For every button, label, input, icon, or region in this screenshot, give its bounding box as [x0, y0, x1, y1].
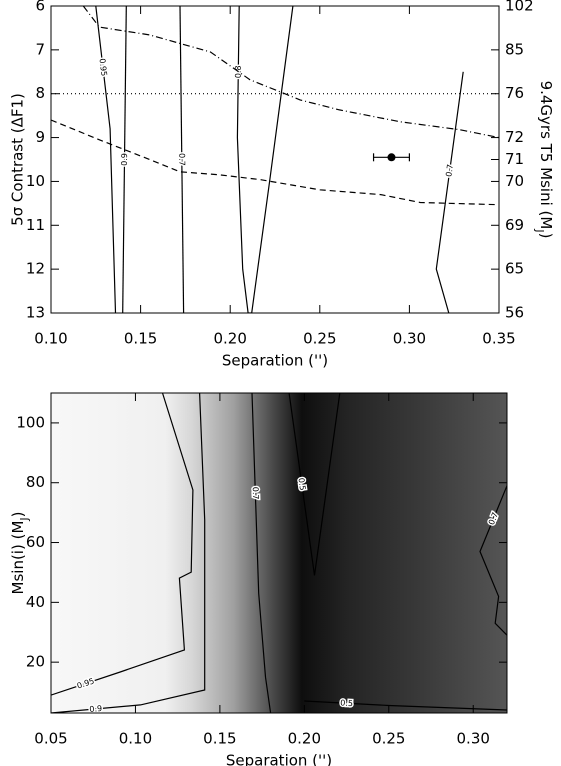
- y2-tick-label: 69: [505, 216, 524, 234]
- y2-tick-label: 65: [505, 260, 524, 278]
- contour-label: 0.7: [251, 487, 260, 500]
- data-point: [387, 153, 396, 162]
- x-tick-label: 0.10: [119, 730, 152, 748]
- axis-title-part: J: [18, 517, 31, 521]
- contour-label: 0.5: [340, 698, 353, 708]
- axis-title: Msin(i) (MJ): [9, 512, 31, 595]
- y-tick-label: 12: [26, 260, 45, 278]
- x-tick-label: 0.30: [393, 330, 426, 348]
- curve: [82, 6, 499, 139]
- contour-label: 0.5: [296, 477, 307, 491]
- y-tick-label: 11: [26, 216, 45, 234]
- contour-label: 0.7: [177, 153, 186, 166]
- contour-line: [51, 393, 194, 696]
- y-tick-label: 8: [35, 84, 45, 102]
- y2-tick-label: 70: [505, 172, 524, 190]
- y2-tick-label: 85: [505, 40, 524, 58]
- plot-frame: [50, 392, 508, 714]
- x-tick-label: 0.25: [303, 330, 336, 348]
- plot-frame: [50, 5, 500, 314]
- y-tick-label: 7: [35, 40, 45, 58]
- x-tick-label: 0.35: [482, 330, 515, 348]
- contour-line: [122, 6, 127, 313]
- contour-line: [435, 71, 464, 313]
- axis-title-part: 9.4Gyrs T5 Msini (M: [538, 81, 556, 230]
- x-tick-label: 0.10: [34, 330, 67, 348]
- x-tick-label: 0.05: [34, 730, 67, 748]
- x-tick-label: 0.15: [203, 730, 236, 748]
- y-tick-label: 60: [26, 533, 45, 551]
- plot-area: 0.950.9 0.70.80.7: [51, 6, 499, 313]
- y-tick-label: 9: [35, 128, 45, 146]
- contour-label: 0.95: [97, 58, 108, 77]
- y-tick-label: 13: [26, 304, 45, 322]
- contour-label: 0.9: [89, 704, 102, 714]
- x-tick-label: 0.30: [457, 730, 490, 748]
- y-tick-label: 100: [16, 413, 45, 431]
- contour-line: [51, 393, 206, 713]
- y-tick-label: 6: [35, 0, 45, 15]
- contour-line: [479, 485, 507, 636]
- y2-tick-label: 102: [505, 0, 534, 15]
- axis-title-part: Msin(i) (M: [9, 521, 27, 595]
- axis-title-part: ): [9, 512, 27, 518]
- axis-title: Separation (''): [226, 752, 332, 766]
- x-tick-label: 0.15: [124, 330, 157, 348]
- y-tick-label: 10: [26, 172, 45, 190]
- y-tick-label: 20: [26, 653, 45, 671]
- y2-tick-label: 76: [505, 84, 524, 102]
- y2-tick-label: 72: [505, 128, 524, 146]
- axis-title: 5σ Contrast (ΔF1): [9, 93, 27, 226]
- y-tick-label: 80: [26, 473, 45, 491]
- axis-title: 9.4Gyrs T5 Msini (MJ): [534, 81, 556, 239]
- axis-title-part: ): [538, 233, 556, 239]
- curve: [51, 119, 499, 206]
- x-tick-label: 0.20: [288, 730, 321, 748]
- y2-tick-label: 56: [505, 304, 524, 322]
- y2-tick-label: 71: [505, 150, 524, 168]
- x-tick-label: 0.20: [213, 330, 246, 348]
- density-image: [51, 393, 507, 713]
- axis-title: Separation (''): [222, 352, 328, 370]
- contour-line: [95, 6, 117, 313]
- contour-label: 0.9: [120, 153, 129, 166]
- contour-label: 0.7: [444, 164, 455, 178]
- x-tick-label: 0.25: [372, 730, 405, 748]
- axis-title-part: J: [534, 228, 547, 232]
- y-tick-label: 40: [26, 593, 45, 611]
- contour-line: [236, 6, 294, 313]
- contour-line: [288, 393, 341, 576]
- contour-line: [179, 6, 185, 313]
- contour-line: [251, 393, 272, 713]
